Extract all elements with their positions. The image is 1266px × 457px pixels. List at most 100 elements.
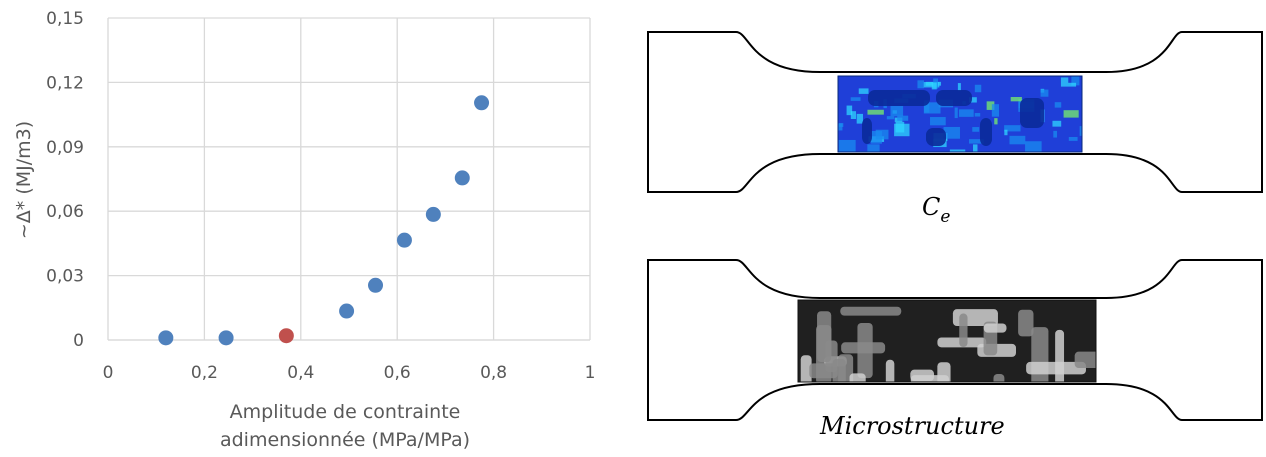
microstructure-image-border — [797, 299, 1097, 383]
x-axis-label-line-2: adimensionnée (MPa/MPa) — [220, 429, 470, 451]
chart-grid — [107, 17, 591, 341]
ce-field-speckle — [931, 82, 937, 90]
ce-field-speckle — [1071, 76, 1080, 86]
ce-field-speckle — [1009, 135, 1026, 145]
bottom-specimen-outline — [647, 259, 1263, 421]
microstructure-phase — [1031, 327, 1049, 382]
x-axis-label-line-1: Amplitude de contrainte — [230, 401, 461, 423]
x-tick-label: 0 — [103, 363, 114, 383]
microstructure-phase — [959, 313, 968, 348]
ce-field-speckle — [973, 144, 978, 152]
ce-field-speckle — [867, 109, 884, 115]
ce-field-dark-region — [862, 118, 872, 144]
ce-field-speckle — [897, 115, 909, 121]
data-point — [454, 170, 470, 186]
y-tick-label: 0,09 — [46, 138, 84, 158]
ce-field-speckle — [957, 83, 961, 91]
ce-field-speckle — [1010, 97, 1022, 102]
ce-field-speckle — [890, 105, 904, 117]
ce-field-speckle — [972, 127, 980, 132]
y-tick-labels: 0 0,03 0,06 0,09 0,12 0,15 — [46, 9, 84, 351]
ce-field-map — [838, 76, 1082, 152]
ce-field-speckle — [1054, 102, 1062, 108]
microstructure-image — [798, 300, 1096, 382]
ce-field-speckle — [974, 113, 981, 117]
ce-field-speckle — [870, 131, 882, 144]
bottom-caption: Microstructure — [819, 412, 1005, 440]
ce-field-speckle — [994, 118, 998, 125]
x-tick-label: 1 — [585, 363, 596, 383]
x-tick-label: 0,6 — [384, 363, 411, 383]
data-point-highlighted — [278, 328, 294, 344]
microstructure-phase — [983, 323, 1007, 333]
microstructure-phase — [993, 373, 1005, 382]
data-points — [158, 95, 490, 346]
data-point — [218, 330, 234, 346]
y-tick-label: 0,12 — [46, 73, 84, 93]
microstructure-phase — [1018, 309, 1034, 337]
y-tick-label: 0 — [73, 331, 84, 351]
ce-field-speckle — [894, 123, 910, 137]
y-tick-label: 0,03 — [46, 267, 84, 287]
ce-field-speckle — [917, 80, 925, 89]
ce-field-speckle — [954, 107, 958, 119]
data-point — [474, 95, 490, 111]
ce-field-speckle — [1052, 120, 1062, 127]
ce-field-speckle — [1053, 130, 1058, 138]
data-point — [158, 330, 174, 346]
microstructure-phase — [840, 306, 902, 316]
ce-field-speckle — [838, 139, 856, 152]
scatter-chart: 0 0,2 0,4 0,6 0,8 1 0 0,03 0,06 0,09 0,12 0,15 Amp… — [13, 9, 596, 451]
ce-field-speckle — [923, 102, 941, 114]
data-point — [339, 303, 355, 319]
ce-field-speckle — [1068, 82, 1077, 87]
ce-field-speckle — [958, 109, 974, 117]
ce-field-speckle — [858, 88, 869, 94]
ce-field-map-border — [837, 75, 1083, 153]
ce-field-dark-region — [936, 90, 972, 106]
ce-field-speckle — [1079, 126, 1082, 136]
microstructure-phase — [809, 363, 838, 379]
ce-field-dark-region — [926, 128, 946, 146]
x-tick-label: 0,8 — [480, 363, 507, 383]
data-point — [396, 232, 412, 248]
x-tick-labels: 0 0,2 0,4 0,6 0,8 1 — [103, 363, 596, 383]
top-specimen-outline — [647, 31, 1263, 193]
ce-field-speckle — [986, 101, 995, 110]
microstructure-phase — [800, 355, 812, 382]
ce-field-speckle — [856, 113, 863, 124]
ce-field-dark-region — [980, 118, 992, 146]
data-point — [368, 277, 384, 293]
ce-field-speckle — [968, 97, 977, 103]
y-tick-label: 0,15 — [46, 9, 84, 29]
ce-field-speckle — [974, 84, 982, 93]
microstructure-phase — [857, 322, 873, 379]
ce-field-dark-region — [868, 90, 930, 106]
microstructure-phase — [1074, 351, 1096, 369]
y-axis-label: ~Δ* (MJ/m3) — [13, 121, 35, 239]
microstructure-phase — [910, 375, 950, 382]
ce-field-speckle — [943, 126, 960, 139]
x-tick-label: 0,4 — [287, 363, 314, 383]
ce-field-speckle — [886, 116, 895, 120]
ce-field-speckle — [867, 144, 880, 152]
ce-field-speckle — [1040, 89, 1049, 97]
microstructure-phase — [885, 359, 895, 382]
top-caption: Ce — [922, 193, 950, 227]
ce-field-speckle — [875, 129, 889, 140]
specimen-illustrations: Ce Microstructure — [647, 31, 1263, 440]
y-tick-label: 0,06 — [46, 202, 84, 222]
microstructure-phase — [1026, 361, 1086, 375]
ce-field-speckle — [838, 123, 844, 127]
ce-field-speckle — [969, 139, 984, 144]
ce-field-speckle — [1060, 77, 1069, 87]
ce-field-speckle — [846, 105, 853, 116]
ce-field-speckle — [850, 97, 861, 101]
ce-field-speckle — [1004, 125, 1021, 132]
ce-field-speckle — [1068, 136, 1078, 141]
data-point — [425, 206, 441, 222]
ce-field-speckle — [1004, 129, 1008, 136]
ce-field-speckle — [949, 149, 966, 152]
ce-field-dark-region — [1020, 98, 1044, 128]
ce-field-speckle — [1063, 110, 1079, 118]
